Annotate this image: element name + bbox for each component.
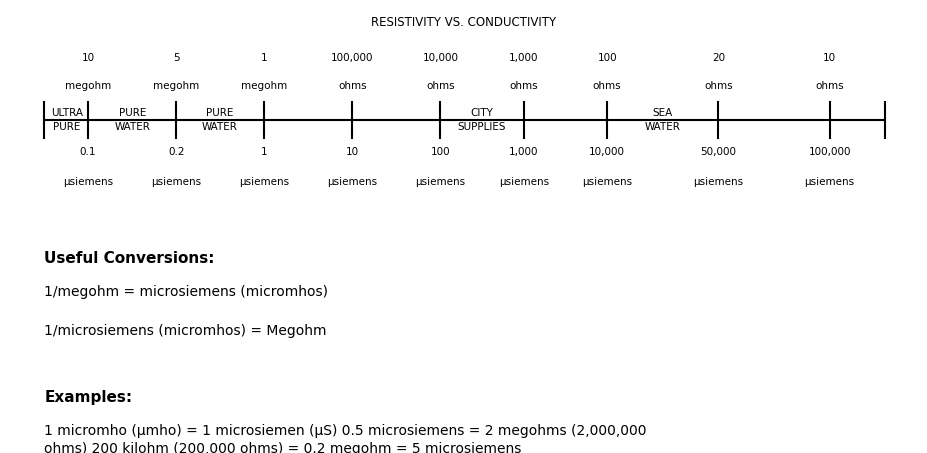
Text: ohms: ohms	[816, 81, 844, 91]
Text: 100,000: 100,000	[331, 53, 374, 63]
Text: μsiemens: μsiemens	[415, 177, 465, 187]
Text: 5: 5	[172, 53, 180, 63]
Text: 100,000: 100,000	[808, 147, 851, 157]
Text: 10,000: 10,000	[590, 147, 625, 157]
Text: 100: 100	[430, 147, 451, 157]
Text: ohms: ohms	[593, 81, 621, 91]
Text: 1,000: 1,000	[509, 147, 539, 157]
Text: Examples:: Examples:	[44, 390, 133, 405]
Text: 50,000: 50,000	[701, 147, 736, 157]
Text: 10: 10	[346, 147, 359, 157]
Text: μsiemens: μsiemens	[582, 177, 632, 187]
Text: WATER: WATER	[202, 122, 237, 132]
Text: 1/megohm = microsiemens (micromhos): 1/megohm = microsiemens (micromhos)	[44, 285, 328, 299]
Text: ohms: ohms	[426, 81, 454, 91]
Text: Useful Conversions:: Useful Conversions:	[44, 251, 215, 266]
Text: ohms: ohms	[510, 81, 538, 91]
Text: μsiemens: μsiemens	[805, 177, 855, 187]
Text: 0.2: 0.2	[168, 147, 184, 157]
Text: CITY: CITY	[471, 108, 493, 118]
Text: 1/microsiemens (micromhos) = Megohm: 1/microsiemens (micromhos) = Megohm	[44, 324, 327, 338]
Text: ohms: ohms	[338, 81, 366, 91]
Text: WATER: WATER	[645, 122, 680, 132]
Text: 100: 100	[597, 53, 617, 63]
Text: megohm: megohm	[65, 81, 111, 91]
Text: ohms: ohms	[705, 81, 732, 91]
Text: 10: 10	[82, 53, 95, 63]
Text: PURE: PURE	[119, 108, 146, 118]
Text: μsiemens: μsiemens	[327, 177, 377, 187]
Text: megohm: megohm	[241, 81, 287, 91]
Text: 1 micromho (μmho) = 1 microsiemen (μS) 0.5 microsiemens = 2 megohms (2,000,000
o: 1 micromho (μmho) = 1 microsiemen (μS) 0…	[44, 424, 647, 453]
Text: ULTRA: ULTRA	[51, 108, 83, 118]
Text: 10,000: 10,000	[423, 53, 458, 63]
Text: WATER: WATER	[115, 122, 150, 132]
Text: 20: 20	[712, 53, 725, 63]
Text: 1: 1	[260, 53, 268, 63]
Text: RESISTIVITY VS. CONDUCTIVITY: RESISTIVITY VS. CONDUCTIVITY	[371, 16, 556, 29]
Text: μsiemens: μsiemens	[151, 177, 201, 187]
Text: SUPPLIES: SUPPLIES	[458, 122, 506, 132]
Text: μsiemens: μsiemens	[693, 177, 743, 187]
Text: PURE: PURE	[53, 122, 81, 132]
Text: PURE: PURE	[206, 108, 234, 118]
Text: 1,000: 1,000	[509, 53, 539, 63]
Text: SEA: SEA	[653, 108, 673, 118]
Text: 0.1: 0.1	[80, 147, 96, 157]
Text: μsiemens: μsiemens	[239, 177, 289, 187]
Text: 10: 10	[823, 53, 836, 63]
Text: μsiemens: μsiemens	[499, 177, 549, 187]
Text: megohm: megohm	[153, 81, 199, 91]
Text: μsiemens: μsiemens	[63, 177, 113, 187]
Text: 1: 1	[260, 147, 268, 157]
